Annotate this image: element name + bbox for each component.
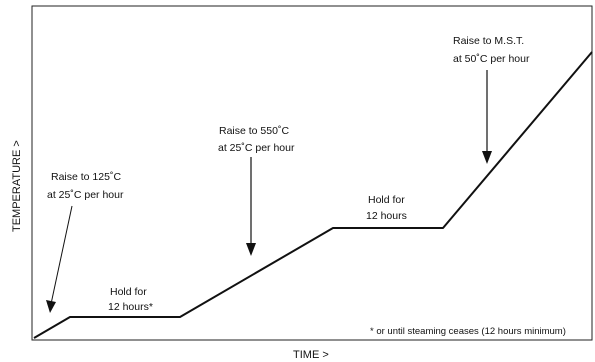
footnote: * or until steaming ceases (12 hours min… (370, 326, 566, 337)
hold-2-line1: Hold for (368, 194, 405, 206)
hold-1-line1: Hold for (110, 286, 147, 298)
plot-frame (31, 5, 593, 341)
x-axis-label: TIME > (293, 349, 329, 361)
raise-125-line1: Raise to 125˚C (51, 171, 121, 183)
raise-mst-line1: Raise to M.S.T. (453, 35, 524, 47)
raise-550-line2: at 25˚C per hour (218, 142, 295, 154)
y-axis-label: TEMPERATURE > (11, 140, 23, 232)
arrow-raise-550 (246, 157, 256, 256)
raise-mst-line2: at 50˚C per hour (453, 53, 530, 65)
hold-2-line2: 12 hours (366, 210, 407, 222)
raise-125-line2: at 25˚C per hour (47, 189, 124, 201)
arrow-raise-mst (482, 70, 492, 164)
hold-1-line2: 12 hours* (108, 301, 153, 313)
temperature-profile-curve (33, 51, 593, 339)
arrow-raise-125 (46, 205, 73, 313)
raise-550-line1: Raise to 550˚C (219, 125, 289, 137)
